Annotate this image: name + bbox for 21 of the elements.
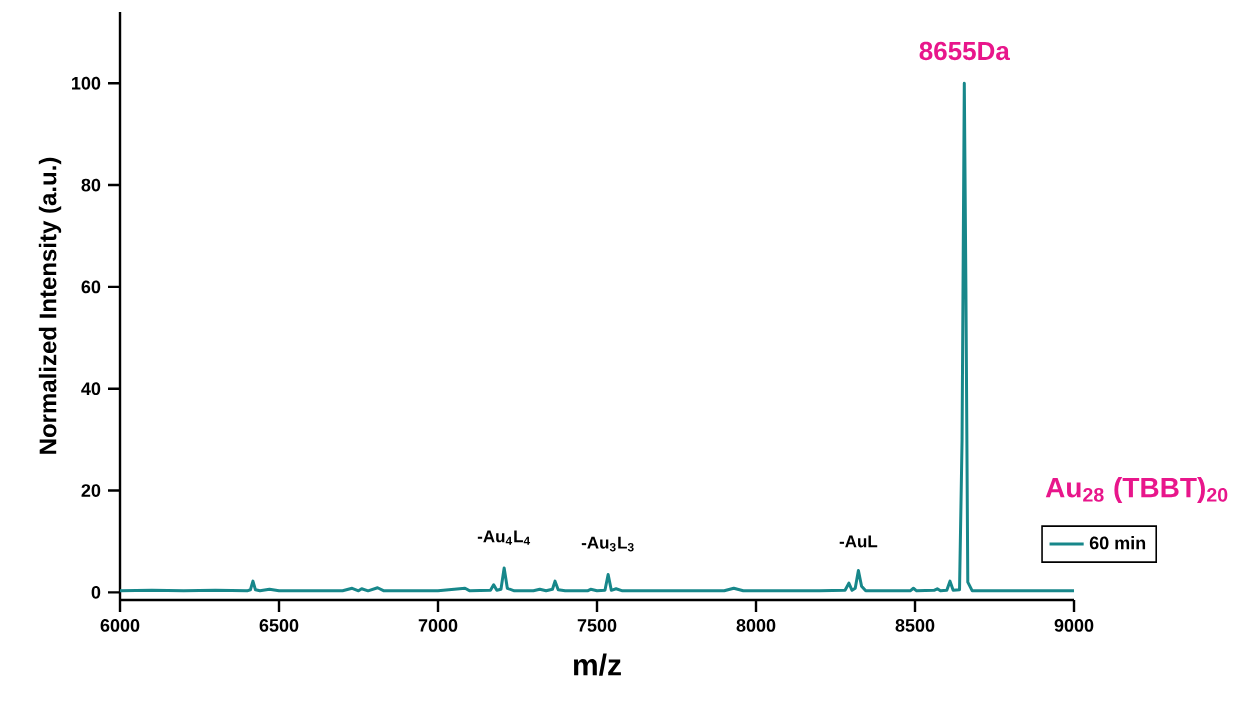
y-tick-label: 20 (81, 484, 101, 497)
x-tick-label: 9000 (1054, 619, 1094, 632)
annotation: -AuL (839, 535, 878, 548)
legend-label: 60 min (1089, 536, 1146, 550)
x-tick-label: 6000 (100, 619, 140, 632)
y-tick-label: 40 (81, 382, 101, 396)
annotation: -Au$_{3}$L$_{3}$ (581, 536, 634, 552)
x-tick-label: 6500 (259, 619, 299, 632)
y-tick-label: 0 (91, 585, 101, 599)
y-tick-label: 80 (81, 178, 101, 192)
annotation: -Au$_{4}$L$_{4}$ (477, 530, 531, 545)
annotation: Au$_{28}$ (TBBT)$_{20}$ (1045, 476, 1228, 504)
y-tick-label: 100 (72, 76, 101, 90)
x-axis-title: m/z (573, 653, 621, 676)
annotation: 8655Da (919, 41, 1010, 61)
x-tick-label: 7500 (577, 619, 617, 632)
x-tick-label: 8000 (736, 619, 776, 632)
x-tick-label: 8500 (895, 619, 935, 632)
y-tick-label: 60 (81, 280, 101, 294)
x-tick-label: 7000 (418, 619, 458, 632)
y-axis-title: Normalized Intensity (a.u.) (38, 157, 62, 454)
